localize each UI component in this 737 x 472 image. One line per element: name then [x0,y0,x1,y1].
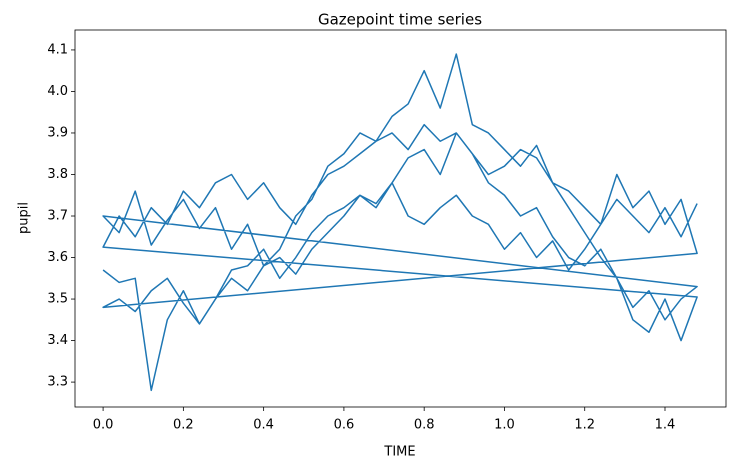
chart-title: Gazepoint time series [318,11,482,29]
x-tick-label: 0.8 [414,418,435,433]
y-tick-label: 3.4 [47,333,68,348]
y-tick-label: 3.8 [47,167,68,182]
x-tick-label: 0.0 [93,418,114,433]
y-tick-label: 3.3 [47,375,68,390]
y-axis-label: pupil [17,202,32,234]
x-tick-label: 0.2 [173,418,194,433]
x-tick-label: 1.0 [494,418,515,433]
x-tick-label: 1.4 [655,418,676,433]
y-tick-label: 3.7 [47,209,68,224]
data-line [102,53,698,392]
y-tick-label: 4.0 [47,84,68,99]
y-tick-label: 3.6 [47,250,68,265]
y-tick-label: 3.5 [47,292,68,307]
plot-frame [74,29,727,408]
x-tick-label: 0.6 [334,418,355,433]
x-tick-label: 1.2 [574,418,595,433]
x-axis-label: TIME [383,445,415,460]
y-tick-label: 4.1 [47,42,68,57]
y-tick-label: 3.9 [47,125,68,140]
x-tick-label: 0.4 [253,418,274,433]
